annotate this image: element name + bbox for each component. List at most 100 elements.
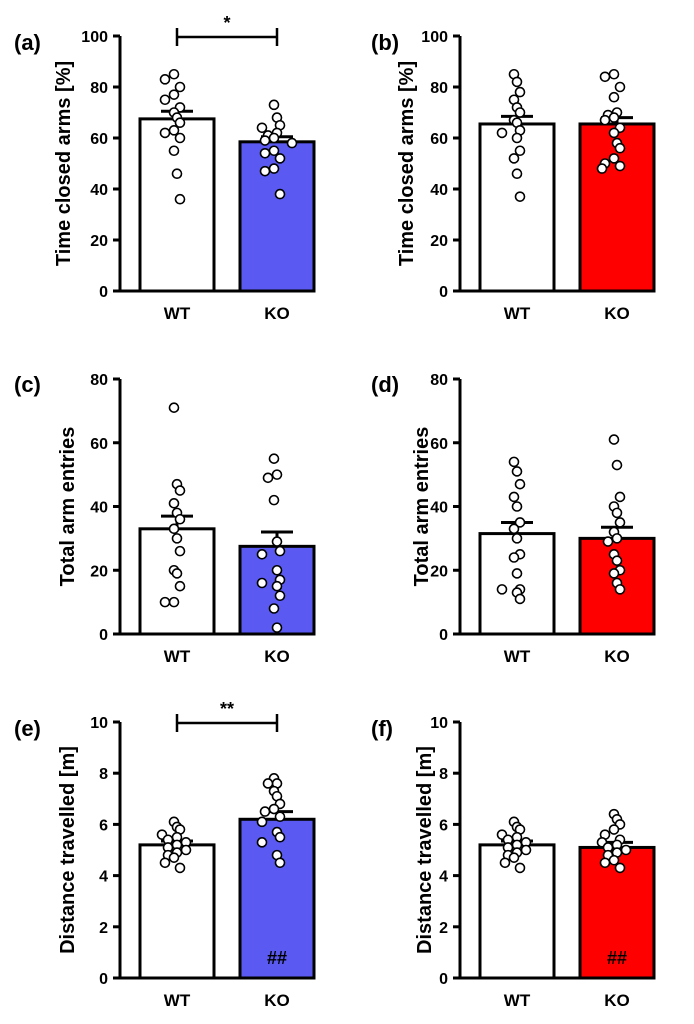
panel-label: (f) bbox=[371, 716, 393, 741]
significance-label: * bbox=[223, 13, 230, 33]
bar-wt bbox=[478, 532, 556, 636]
data-point bbox=[608, 112, 620, 123]
data-point bbox=[508, 852, 520, 863]
data-point bbox=[514, 593, 526, 605]
data-point bbox=[274, 811, 286, 823]
bar-wt bbox=[138, 117, 216, 293]
y-axis-title: Time closed arms [%] bbox=[53, 61, 75, 266]
data-point bbox=[611, 555, 623, 566]
data-point bbox=[259, 165, 271, 177]
data-point bbox=[614, 862, 626, 874]
data-point bbox=[608, 91, 620, 103]
data-point bbox=[174, 132, 186, 144]
data-point bbox=[499, 857, 511, 869]
y-tick-label: 10 bbox=[90, 715, 108, 732]
data-point bbox=[508, 552, 520, 563]
data-point bbox=[271, 622, 283, 633]
data-point bbox=[171, 568, 183, 579]
y-tick-label: 60 bbox=[90, 436, 108, 453]
bar-annotation: ## bbox=[607, 948, 627, 968]
data-point bbox=[511, 501, 523, 512]
y-axis-title: Total arm entries bbox=[411, 427, 433, 587]
data-point bbox=[174, 117, 186, 128]
data-point bbox=[599, 857, 611, 869]
data-point bbox=[274, 857, 286, 869]
y-tick-label: 40 bbox=[90, 500, 108, 517]
data-point bbox=[508, 523, 520, 535]
data-point bbox=[274, 831, 286, 843]
data-point bbox=[608, 854, 620, 866]
y-tick-label: 40 bbox=[90, 182, 108, 199]
y-tick-label: 6 bbox=[99, 817, 108, 834]
bar-ko bbox=[238, 140, 316, 293]
y-tick-label: 100 bbox=[421, 29, 448, 46]
x-category-label: WT bbox=[504, 647, 531, 666]
x-category-label: WT bbox=[504, 991, 531, 1010]
data-point bbox=[614, 142, 626, 154]
data-point bbox=[596, 163, 608, 174]
data-point bbox=[608, 68, 620, 80]
data-point bbox=[608, 568, 620, 579]
data-point bbox=[511, 533, 523, 544]
panel-label: (b) bbox=[371, 30, 399, 55]
y-tick-label: 60 bbox=[90, 131, 108, 148]
y-tick-label: 80 bbox=[90, 80, 108, 97]
significance-label: ** bbox=[220, 699, 234, 719]
data-point bbox=[514, 517, 526, 528]
data-point bbox=[256, 577, 268, 589]
data-point bbox=[602, 536, 614, 547]
data-point bbox=[168, 523, 180, 535]
data-point bbox=[168, 68, 180, 80]
x-category-label: KO bbox=[604, 647, 630, 666]
data-point bbox=[496, 127, 508, 139]
data-point bbox=[268, 163, 280, 174]
data-point bbox=[180, 844, 192, 856]
data-point bbox=[614, 491, 626, 503]
bar-ko bbox=[238, 817, 316, 980]
y-tick-label: 0 bbox=[439, 971, 448, 988]
y-axis-title: Distance travelled [m] bbox=[414, 746, 436, 954]
y-tick-label: 20 bbox=[90, 563, 108, 580]
data-point bbox=[608, 434, 620, 445]
data-point bbox=[520, 844, 532, 856]
data-point bbox=[268, 803, 280, 815]
data-point bbox=[256, 816, 268, 828]
x-category-label: KO bbox=[264, 991, 290, 1010]
data-point bbox=[511, 76, 523, 88]
y-tick-label: 20 bbox=[430, 563, 448, 580]
y-tick-label: 6 bbox=[439, 817, 448, 834]
data-point bbox=[514, 107, 526, 118]
data-point bbox=[511, 168, 523, 179]
y-tick-label: 0 bbox=[439, 284, 448, 301]
data-point bbox=[271, 469, 283, 480]
data-point bbox=[274, 590, 286, 602]
data-point bbox=[168, 145, 180, 157]
x-category-label: KO bbox=[264, 647, 290, 666]
data-point bbox=[174, 81, 186, 93]
x-category-label: WT bbox=[504, 304, 531, 323]
data-point bbox=[511, 132, 523, 144]
data-point bbox=[256, 122, 268, 134]
y-tick-label: 80 bbox=[90, 372, 108, 389]
data-point bbox=[168, 125, 180, 136]
y-tick-label: 0 bbox=[439, 627, 448, 644]
data-point bbox=[174, 513, 186, 525]
y-tick-label: 4 bbox=[99, 869, 108, 886]
data-point bbox=[599, 71, 611, 83]
data-point bbox=[608, 824, 620, 835]
data-point bbox=[599, 114, 611, 126]
x-category-label: WT bbox=[164, 647, 191, 666]
data-point bbox=[274, 153, 286, 164]
y-tick-label: 0 bbox=[99, 284, 108, 301]
data-point bbox=[614, 584, 626, 595]
data-point bbox=[611, 459, 623, 471]
y-tick-label: 10 bbox=[430, 715, 448, 732]
data-point bbox=[159, 94, 171, 106]
y-tick-label: 2 bbox=[439, 920, 448, 937]
data-point bbox=[271, 536, 283, 547]
data-point bbox=[514, 478, 526, 490]
data-point bbox=[508, 491, 520, 503]
data-point bbox=[259, 806, 271, 817]
data-point bbox=[168, 402, 180, 413]
